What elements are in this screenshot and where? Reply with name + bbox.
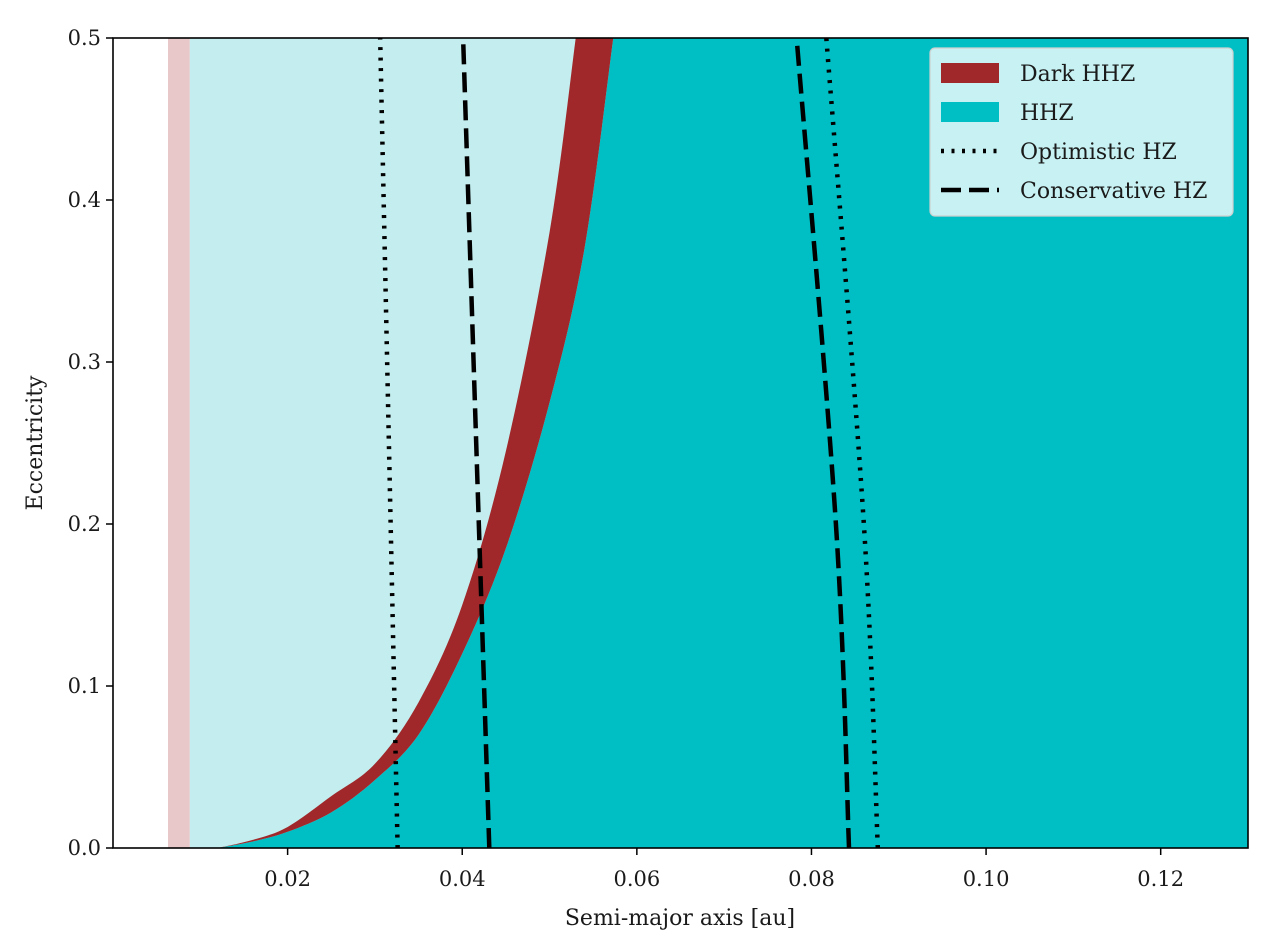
- hhz-region: [217, 38, 1248, 848]
- legend-label-optimistic-hz: Optimistic HZ: [1020, 140, 1177, 165]
- y-tick-label: 0.4: [68, 188, 101, 212]
- y-tick-label: 0.3: [68, 350, 101, 374]
- legend-label-conservative-hz: Conservative HZ: [1020, 179, 1207, 204]
- conservative-hz-line-4: [794, 38, 852, 848]
- y-axis-label: Eccentricity: [23, 375, 48, 510]
- plot-frame: [112, 37, 1249, 849]
- x-tick-label: 0.02: [264, 867, 311, 891]
- y-tick-label: 0.0: [68, 836, 101, 860]
- x-tick-label: 0.10: [963, 867, 1010, 891]
- y-tick-label: 0.5: [68, 26, 101, 50]
- legend-box: [929, 47, 1234, 217]
- legend-label-dark-hhz: Dark HHZ: [1020, 62, 1135, 87]
- y-tick-label: 0.1: [68, 674, 101, 698]
- hz-lines: [377, 38, 881, 848]
- x-tick-label: 0.06: [613, 867, 660, 891]
- dark-hhz-region: [217, 38, 614, 848]
- legend-label-hhz: HHZ: [1020, 101, 1074, 126]
- x-tick-label: 0.12: [1137, 867, 1184, 891]
- legend-swatch-dark-hhz: [941, 63, 999, 83]
- legend: Dark HHZ HHZ Optimistic HZ Conservative HZ: [929, 47, 1234, 217]
- x-axis-label: Semi-major axis [au]: [565, 906, 795, 931]
- y-tick-label: 0.2: [68, 512, 101, 536]
- x-axis: 0.02 0.04 0.06 0.08 0.10 0.12: [264, 848, 1184, 891]
- inner-limit-band: [168, 38, 190, 848]
- y-axis: 0.0 0.1 0.2 0.3 0.4 0.5: [68, 26, 113, 860]
- x-tick-label: 0.04: [439, 867, 486, 891]
- legend-swatch-hhz: [941, 102, 999, 122]
- x-tick-label: 0.08: [788, 867, 835, 891]
- conservative-hz-line-3: [460, 38, 492, 848]
